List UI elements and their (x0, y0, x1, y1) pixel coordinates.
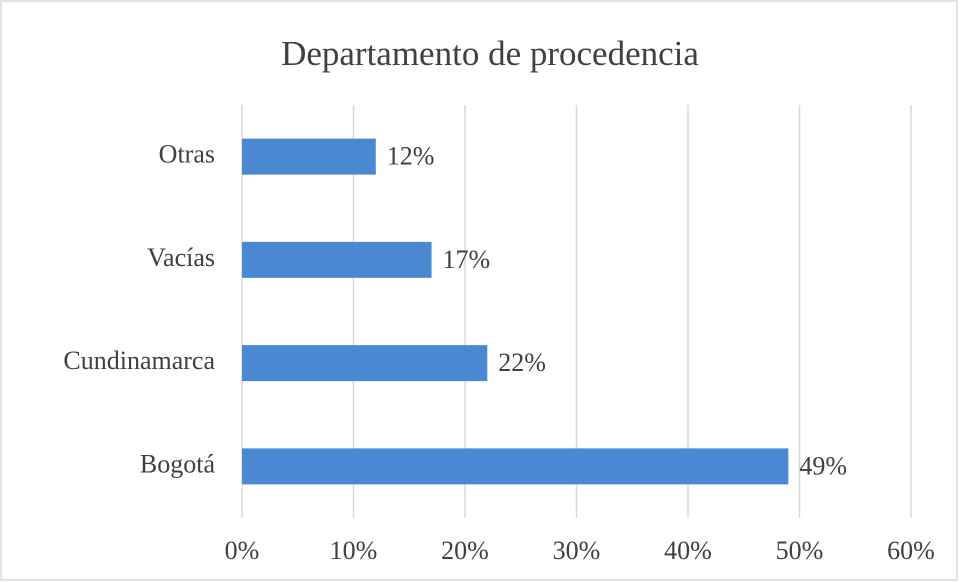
bar (242, 345, 488, 382)
x-tick-label: 10% (330, 536, 378, 565)
bar (242, 448, 789, 485)
x-tick-label: 60% (887, 536, 935, 565)
x-tick-label: 0% (225, 536, 260, 565)
x-tick-label: 40% (664, 536, 712, 565)
chart-title: Departamento de procedencia (281, 34, 699, 73)
data-label: 12% (387, 142, 435, 171)
x-tick-label: 50% (776, 536, 824, 565)
data-label: 49% (799, 451, 847, 480)
x-tick-label: 30% (553, 536, 601, 565)
x-tick-label: 20% (441, 536, 489, 565)
bar (242, 241, 432, 278)
bar (242, 138, 376, 175)
y-tick-label: Otras (159, 140, 215, 169)
y-tick-label: Vacías (147, 243, 215, 272)
y-tick-label: Cundinamarca (63, 346, 215, 375)
y-tick-label: Bogotá (140, 449, 216, 478)
data-label: 22% (498, 348, 546, 377)
data-label: 17% (443, 245, 491, 274)
